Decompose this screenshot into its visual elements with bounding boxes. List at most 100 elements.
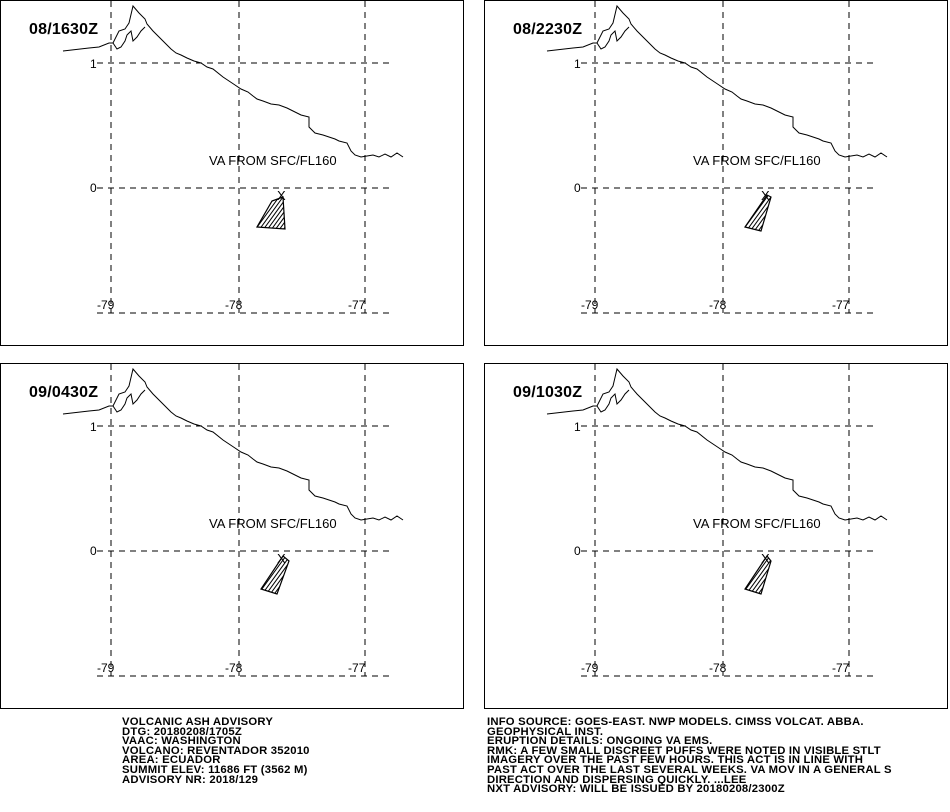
coastline [596,389,630,413]
hatch-line [303,186,343,241]
hatch-line [257,197,264,229]
hatch-line [791,549,831,604]
hatch-line [745,556,756,594]
hatch-line [745,556,771,594]
volcano-marker: X [761,551,770,566]
hatch-line [257,197,280,229]
coastline [112,26,146,50]
hatch-line [261,556,289,594]
hatch-line [215,186,255,241]
coastline [62,4,404,158]
hatch-line [299,186,339,241]
hatch-line [215,549,255,604]
hatch-line [307,549,347,604]
lat-label-1: 1 [90,420,97,434]
advisory-line: NXT ADVISORY: WILL BE ISSUED BY 20180208… [487,783,785,796]
hatch-line [745,195,760,231]
hatch-line [299,549,339,604]
hatch-line [745,556,748,594]
hatch-line [307,186,347,241]
lon-label-77: -77 [832,661,850,675]
lat-label-0: 0 [90,544,97,558]
ash-plume-polygon [744,554,772,595]
lon-label-78: -78 [709,298,727,312]
lat-label-1: 1 [574,420,581,434]
hatch-line [266,197,285,229]
map-panel-3: X 09/0430Z VA FROM SFC/FL160 1 0 -79 -78… [0,363,464,709]
hatch-line [287,186,327,241]
ash-plume-polygon [744,194,772,232]
coastline [112,389,146,413]
map-graphics: X [62,1,404,314]
hatch-line [745,195,771,231]
lat-label-0: 0 [574,181,581,195]
lat-label-0: 0 [90,181,97,195]
forecast-time: 08/1630Z [29,21,99,38]
hatch-line [291,549,331,604]
hatch-line [699,549,739,604]
hatch-line [261,556,264,594]
hatch-line [783,186,823,241]
advisory-line: DTG: 20180208/1705Z [122,725,242,738]
forecast-time: 09/1030Z [513,384,583,401]
hatch-line [258,197,285,229]
lon-label-78: -78 [709,661,727,675]
ash-height-label: VA FROM SFC/FL160 [209,153,337,168]
coastline [546,367,888,521]
lon-label-79: -79 [581,661,599,675]
lon-label-78: -78 [225,298,243,312]
lon-label-77: -77 [348,661,366,675]
coastline [546,4,888,158]
advisory-line: PAST ACT OVER THE LAST SEVERAL WEEKS. VA… [487,763,892,776]
hatch-line [303,549,343,604]
hatch-line [295,186,335,241]
hatch-line [695,549,735,604]
volcano-marker: X [277,188,286,203]
map-graphics: X [546,364,888,677]
map-graphics: X [546,1,888,314]
lon-label-77: -77 [348,298,366,312]
hatch-line [266,556,289,594]
advisory-line: SUMMIT ELEV: 11686 FT (3562 M) [122,763,308,776]
hatch-line [779,186,819,241]
advisory-line: VOLCANO: REVENTADOR 352010 [122,744,310,757]
hatch-line [282,556,289,594]
hatch-line [261,556,289,594]
hatch-line [286,556,289,594]
lon-label-79: -79 [97,661,115,675]
hatch-line [745,195,764,231]
lat-label-1: 1 [574,57,581,71]
ash-plume-polygon [256,196,286,230]
advisory-line: VAAC: WASHINGTON [122,735,241,748]
advisory-line: IMAGERY OVER THE PAST FEW HOURS. THIS AC… [487,754,864,767]
hatch-line [775,549,815,604]
hatch-line [257,197,285,229]
advisory-line: ERUPTION DETAILS: ONGOING VA EMS. [487,735,713,748]
hatch-line [791,186,831,241]
forecast-time: 08/2230Z [513,21,583,38]
volcano-marker: X [761,188,770,203]
hatch-line [699,186,739,241]
hatch-line [775,186,815,241]
advisory-line: ADVISORY NR: 2018/129 [122,773,259,786]
hatch-line [261,556,272,594]
lon-label-77: -77 [832,298,850,312]
map-panel-4: X 09/1030Z VA FROM SFC/FL160 1 0 -79 -78… [484,363,948,709]
hatch-line [295,549,335,604]
ash-plume-polygon [260,555,290,595]
advisory-header-left: VOLCANIC ASH ADVISORY DTG: 20180208/1705… [122,717,310,786]
hatch-line [745,195,752,231]
hatch-line [745,195,756,231]
coastline [62,367,404,521]
hatch-line [695,186,735,241]
hatch-line [745,556,752,594]
hatch-line [211,186,251,241]
hatch-line [787,186,827,241]
ash-height-label: VA FROM SFC/FL160 [209,516,337,531]
ash-height-label: VA FROM SFC/FL160 [693,516,821,531]
advisory-details-right: INFO SOURCE: GOES-EAST. NWP MODELS. CIMS… [487,717,892,796]
hatch-line [291,186,331,241]
map-panel-2: X 08/2230Z VA FROM SFC/FL160 1 0 -79 -78… [484,0,948,346]
map-panel-1: X 08/1630Z VA FROM SFC/FL160 1 0 -79 -78… [0,0,464,346]
advisory-line: GEOPHYSICAL INST. [487,725,604,738]
